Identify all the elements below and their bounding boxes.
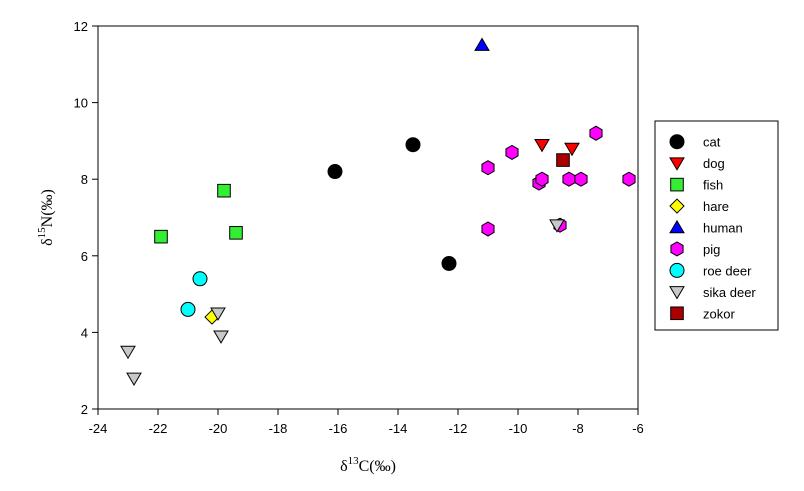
legend-marker	[670, 177, 684, 192]
data-point	[481, 221, 495, 237]
data-point	[535, 171, 549, 187]
x-tick-label: -6	[632, 421, 644, 436]
data-point	[217, 183, 231, 198]
data-point	[549, 219, 565, 233]
x-tick-label: -12	[449, 421, 468, 436]
data-point	[192, 271, 208, 287]
plot-area-frame	[97, 25, 639, 410]
series-dog	[534, 138, 580, 157]
x-tick-label: -16	[329, 421, 348, 436]
y-tick-label: 12	[74, 19, 88, 34]
data-point	[229, 226, 243, 240]
series-sika-deer	[120, 219, 565, 386]
data-point	[534, 138, 550, 153]
data-point	[327, 164, 343, 180]
x-tick-label: -18	[269, 421, 288, 436]
series-cat	[327, 137, 457, 271]
data-point	[474, 37, 490, 51]
data-point	[556, 153, 570, 167]
x-tick-label: -24	[89, 421, 108, 436]
data-point	[622, 171, 636, 187]
y-tick-label: 2	[81, 402, 88, 417]
data-point	[120, 345, 136, 360]
data-point	[126, 372, 142, 386]
y-tick-label: 8	[81, 172, 88, 187]
legend-label: human	[703, 221, 743, 236]
x-tick-label: -20	[209, 421, 228, 436]
series-roe-deer	[180, 271, 208, 317]
data-point	[574, 171, 588, 187]
x-tick-label: -14	[389, 421, 408, 436]
data-point	[564, 142, 580, 157]
series-fish	[154, 183, 243, 244]
legend: cat dog fish hare human pig roe deer sika deer z…	[654, 120, 779, 331]
x-axis-title: δ13C(‰)	[340, 455, 396, 475]
legend-marker	[669, 286, 685, 300]
data-point	[405, 137, 421, 153]
data-point	[210, 307, 226, 321]
legend-label: fish	[703, 178, 723, 193]
legend-marker	[670, 306, 684, 321]
series-pig	[481, 125, 636, 237]
legend-marker	[669, 198, 685, 214]
x-tick-label: -10	[509, 421, 528, 436]
data-point	[180, 301, 196, 317]
legend-label: zokor	[703, 306, 735, 321]
data-point	[441, 255, 457, 271]
x-tick-label: -8	[572, 421, 584, 436]
legend-marker	[670, 241, 684, 257]
y-axis-title: δ15N(‰)	[36, 189, 56, 246]
data-point	[505, 144, 519, 160]
y-tick-label: 6	[81, 249, 88, 264]
series-human	[474, 37, 490, 51]
legend-marker	[669, 262, 685, 278]
legend-label: hare	[703, 199, 729, 214]
legend-label: dog	[703, 156, 725, 171]
data-point	[562, 171, 576, 187]
legend-label: cat	[703, 135, 721, 150]
data-point	[481, 160, 495, 176]
legend-label: roe deer	[703, 263, 752, 278]
legend-marker	[669, 134, 685, 150]
data-point	[589, 125, 603, 141]
x-tick-label: -22	[149, 421, 168, 436]
y-tick-label: 10	[74, 96, 88, 111]
y-tick-label: 4	[81, 325, 88, 340]
legend-marker	[669, 219, 685, 234]
series-zokor	[556, 153, 570, 167]
legend-label: sika deer	[703, 285, 756, 300]
legend-marker	[669, 157, 685, 171]
data-point	[213, 330, 229, 344]
legend-label: pig	[703, 242, 720, 257]
data-point	[154, 229, 168, 244]
